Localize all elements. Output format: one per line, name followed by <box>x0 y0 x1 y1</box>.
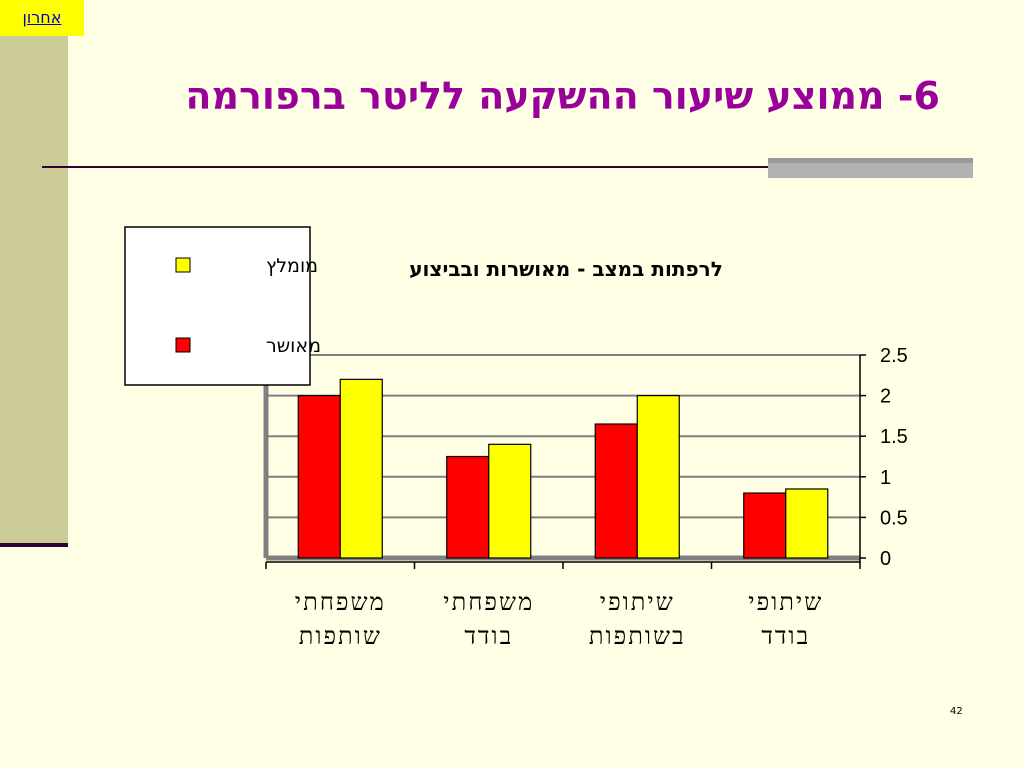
left-decor-strip <box>0 0 68 546</box>
bar <box>297 395 341 559</box>
y-tick-label: 2 <box>880 386 891 408</box>
title-underline <box>42 166 972 168</box>
x-category-label: בודד <box>761 622 810 650</box>
title-accent-bar-top <box>768 158 973 163</box>
slide-title: 6- ממוצע שיעור ההשקעה לליטר ברפורמה <box>185 74 940 118</box>
slide-number: 42 <box>950 706 963 717</box>
x-category-label: משפחתי <box>443 588 534 616</box>
legend-box <box>124 226 311 386</box>
y-tick-label: 1 <box>880 467 891 489</box>
y-tick-label: 2.5 <box>880 345 908 367</box>
legend-swatch <box>175 337 191 353</box>
legend-label: מומלץ <box>266 255 318 277</box>
bar <box>636 395 680 559</box>
bar <box>339 378 383 559</box>
bar <box>743 492 787 559</box>
legend-swatch <box>175 257 191 273</box>
bar <box>785 488 829 559</box>
x-category-label: שיתופי <box>748 588 823 616</box>
y-tick-label: 0 <box>880 548 891 570</box>
bar <box>488 443 532 559</box>
bar <box>446 455 490 559</box>
x-category-label: משפחתי <box>295 588 386 616</box>
x-category-label: בשותפות <box>589 622 686 650</box>
title-accent-bar <box>768 158 973 178</box>
x-category-label: שיתופי <box>600 588 675 616</box>
x-category-label: שותפות <box>299 622 382 650</box>
left-decor-line <box>0 543 68 547</box>
last-slide-link[interactable]: אחרון <box>0 0 84 36</box>
y-tick-label: 0.5 <box>880 507 908 529</box>
x-category-label: בודד <box>464 622 513 650</box>
chart-title: לרפתות במצב - מאושרות ובביצוע <box>409 257 723 281</box>
y-tick-label: 1.5 <box>880 426 908 448</box>
legend-label: מאושר <box>266 335 321 357</box>
bar <box>594 423 638 559</box>
